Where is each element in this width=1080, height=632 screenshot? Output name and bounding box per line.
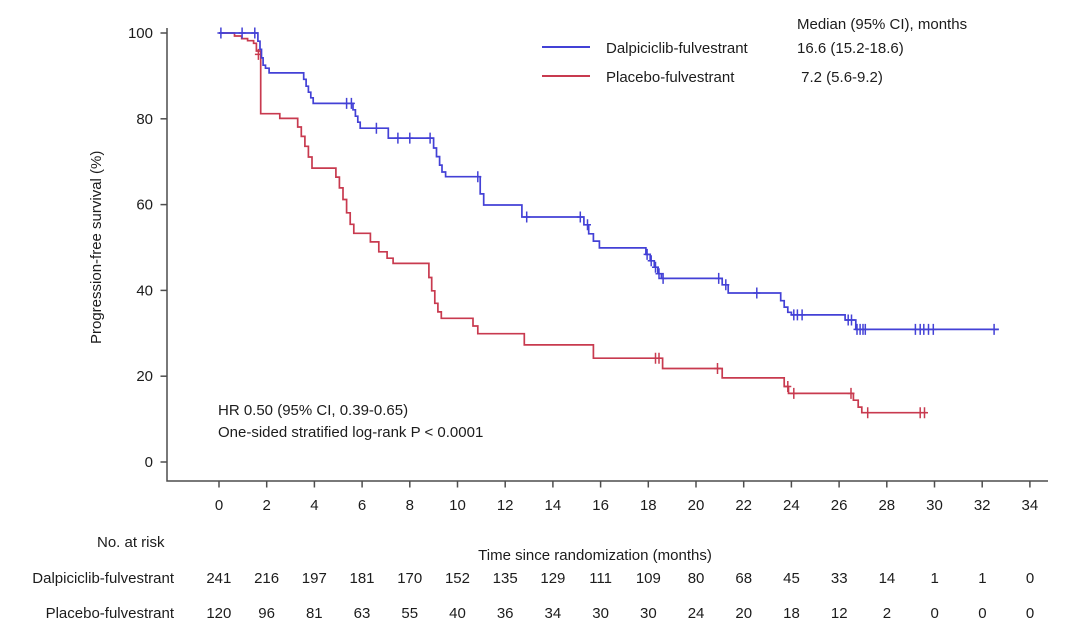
risk-count: 170 — [397, 570, 423, 587]
risk-count: 241 — [206, 570, 232, 587]
x-tick-label: 32 — [974, 497, 991, 514]
risk-count: 96 — [258, 605, 275, 622]
risk-count: 181 — [349, 570, 375, 587]
risk-table-title: No. at risk — [97, 534, 165, 551]
x-tick-label: 6 — [358, 497, 366, 514]
risk-count: 30 — [639, 605, 657, 622]
risk-count: 0 — [930, 605, 939, 622]
risk-count: 109 — [635, 570, 661, 587]
x-tick-label: 0 — [215, 497, 223, 514]
risk-count: 120 — [206, 605, 232, 622]
risk-count: 20 — [735, 605, 753, 622]
risk-count: 68 — [735, 570, 753, 587]
x-tick-label: 20 — [688, 497, 705, 514]
x-tick-label: 14 — [545, 497, 562, 514]
risk-count: 18 — [783, 605, 800, 622]
y-tick-label: 80 — [136, 111, 153, 128]
y-tick-label: 20 — [136, 368, 153, 385]
censor-marks-placebo-fulvestrant — [254, 48, 928, 419]
risk-count: 63 — [353, 605, 371, 622]
censor-marks-dalpiciclib-fulvestrant — [217, 27, 998, 335]
x-tick-label: 10 — [449, 497, 466, 514]
risk-row-label-dalpiciclib: Dalpiciclib-fulvestrant — [32, 570, 174, 587]
risk-count: 12 — [830, 605, 848, 622]
risk-count: 33 — [830, 570, 848, 587]
risk-row-label-placebo: Placebo-fulvestrant — [45, 605, 174, 622]
risk-count: 40 — [449, 605, 466, 622]
hazard-ratio-text: HR 0.50 (95% CI, 0.39-0.65) — [218, 402, 409, 419]
legend-label-dalpiciclib: Dalpiciclib-fulvestrant — [606, 40, 748, 57]
legend-header: Median (95% CI), months — [797, 16, 968, 33]
legend-line-dalpiciclib — [542, 46, 590, 48]
risk-count: 1 — [930, 570, 939, 587]
x-axis-title: Time since randomization (months) — [478, 547, 712, 564]
risk-count: 24 — [687, 605, 705, 622]
stats-annotation: HR 0.50 (95% CI, 0.39-0.65) One-sided st… — [218, 400, 483, 444]
y-tick-label: 0 — [145, 454, 153, 471]
x-tick-label: 22 — [735, 497, 752, 514]
axes — [166, 28, 1048, 482]
risk-count: 197 — [301, 570, 327, 587]
risk-count: 0 — [978, 605, 987, 622]
survival-curve-dalpiciclib-fulvestrant — [219, 32, 999, 331]
risk-count: 135 — [492, 570, 518, 587]
legend-median-dalpiciclib: 16.6 (15.2-18.6) — [797, 40, 904, 57]
risk-count: 45 — [783, 570, 800, 587]
x-tick-label: 12 — [497, 497, 514, 514]
risk-count: 36 — [496, 605, 514, 622]
logrank-p-text: One-sided stratified log-rank P < 0.0001 — [218, 424, 484, 441]
x-tick-label: 4 — [310, 497, 318, 514]
risk-count: 2 — [882, 605, 892, 622]
risk-count: 216 — [254, 570, 280, 587]
risk-count: 0 — [1025, 570, 1035, 587]
x-tick-label: 2 — [263, 497, 271, 514]
risk-count: 30 — [592, 605, 609, 622]
x-tick-label: 30 — [926, 497, 943, 514]
x-tick-label: 24 — [783, 497, 800, 514]
survival-curve-placebo-fulvestrant — [219, 32, 928, 414]
y-axis-title: Progression-free survival (%) — [88, 150, 105, 345]
risk-count: 80 — [687, 570, 705, 587]
risk-count: 152 — [444, 570, 470, 587]
risk-count: 81 — [305, 605, 323, 622]
risk-count: 0 — [1025, 605, 1035, 622]
risk-count: 34 — [544, 605, 562, 622]
legend-label-placebo: Placebo-fulvestrant — [606, 69, 735, 86]
x-tick-label: 16 — [592, 497, 609, 514]
risk-count: 14 — [878, 570, 896, 587]
risk-count: 129 — [540, 570, 566, 587]
y-tick-label: 60 — [136, 197, 153, 214]
risk-count: 111 — [589, 570, 613, 587]
y-tick-label: 100 — [128, 25, 153, 42]
legend-median-placebo: 7.2 (5.6-9.2) — [797, 69, 883, 86]
x-tick-label: 26 — [831, 497, 848, 514]
x-tick-label: 8 — [406, 497, 414, 514]
y-tick-label: 40 — [136, 282, 153, 299]
risk-row-counts-dalpiciclib: 241 216 197 181 170 152 135 129 111 109 80 68 45 33 14… — [195, 570, 1054, 587]
risk-row-counts-placebo: 120 96 81 63 55 40 36 34 30 30 24 20 18 12 2 0 0 0 — [195, 605, 1054, 622]
legend-line-placebo — [542, 75, 590, 77]
x-tick-label: 28 — [878, 497, 895, 514]
risk-count: 55 — [401, 605, 419, 622]
risk-count: 1 — [978, 570, 987, 587]
x-tick-label: 34 — [1022, 497, 1039, 514]
x-tick-label: 18 — [640, 497, 657, 514]
